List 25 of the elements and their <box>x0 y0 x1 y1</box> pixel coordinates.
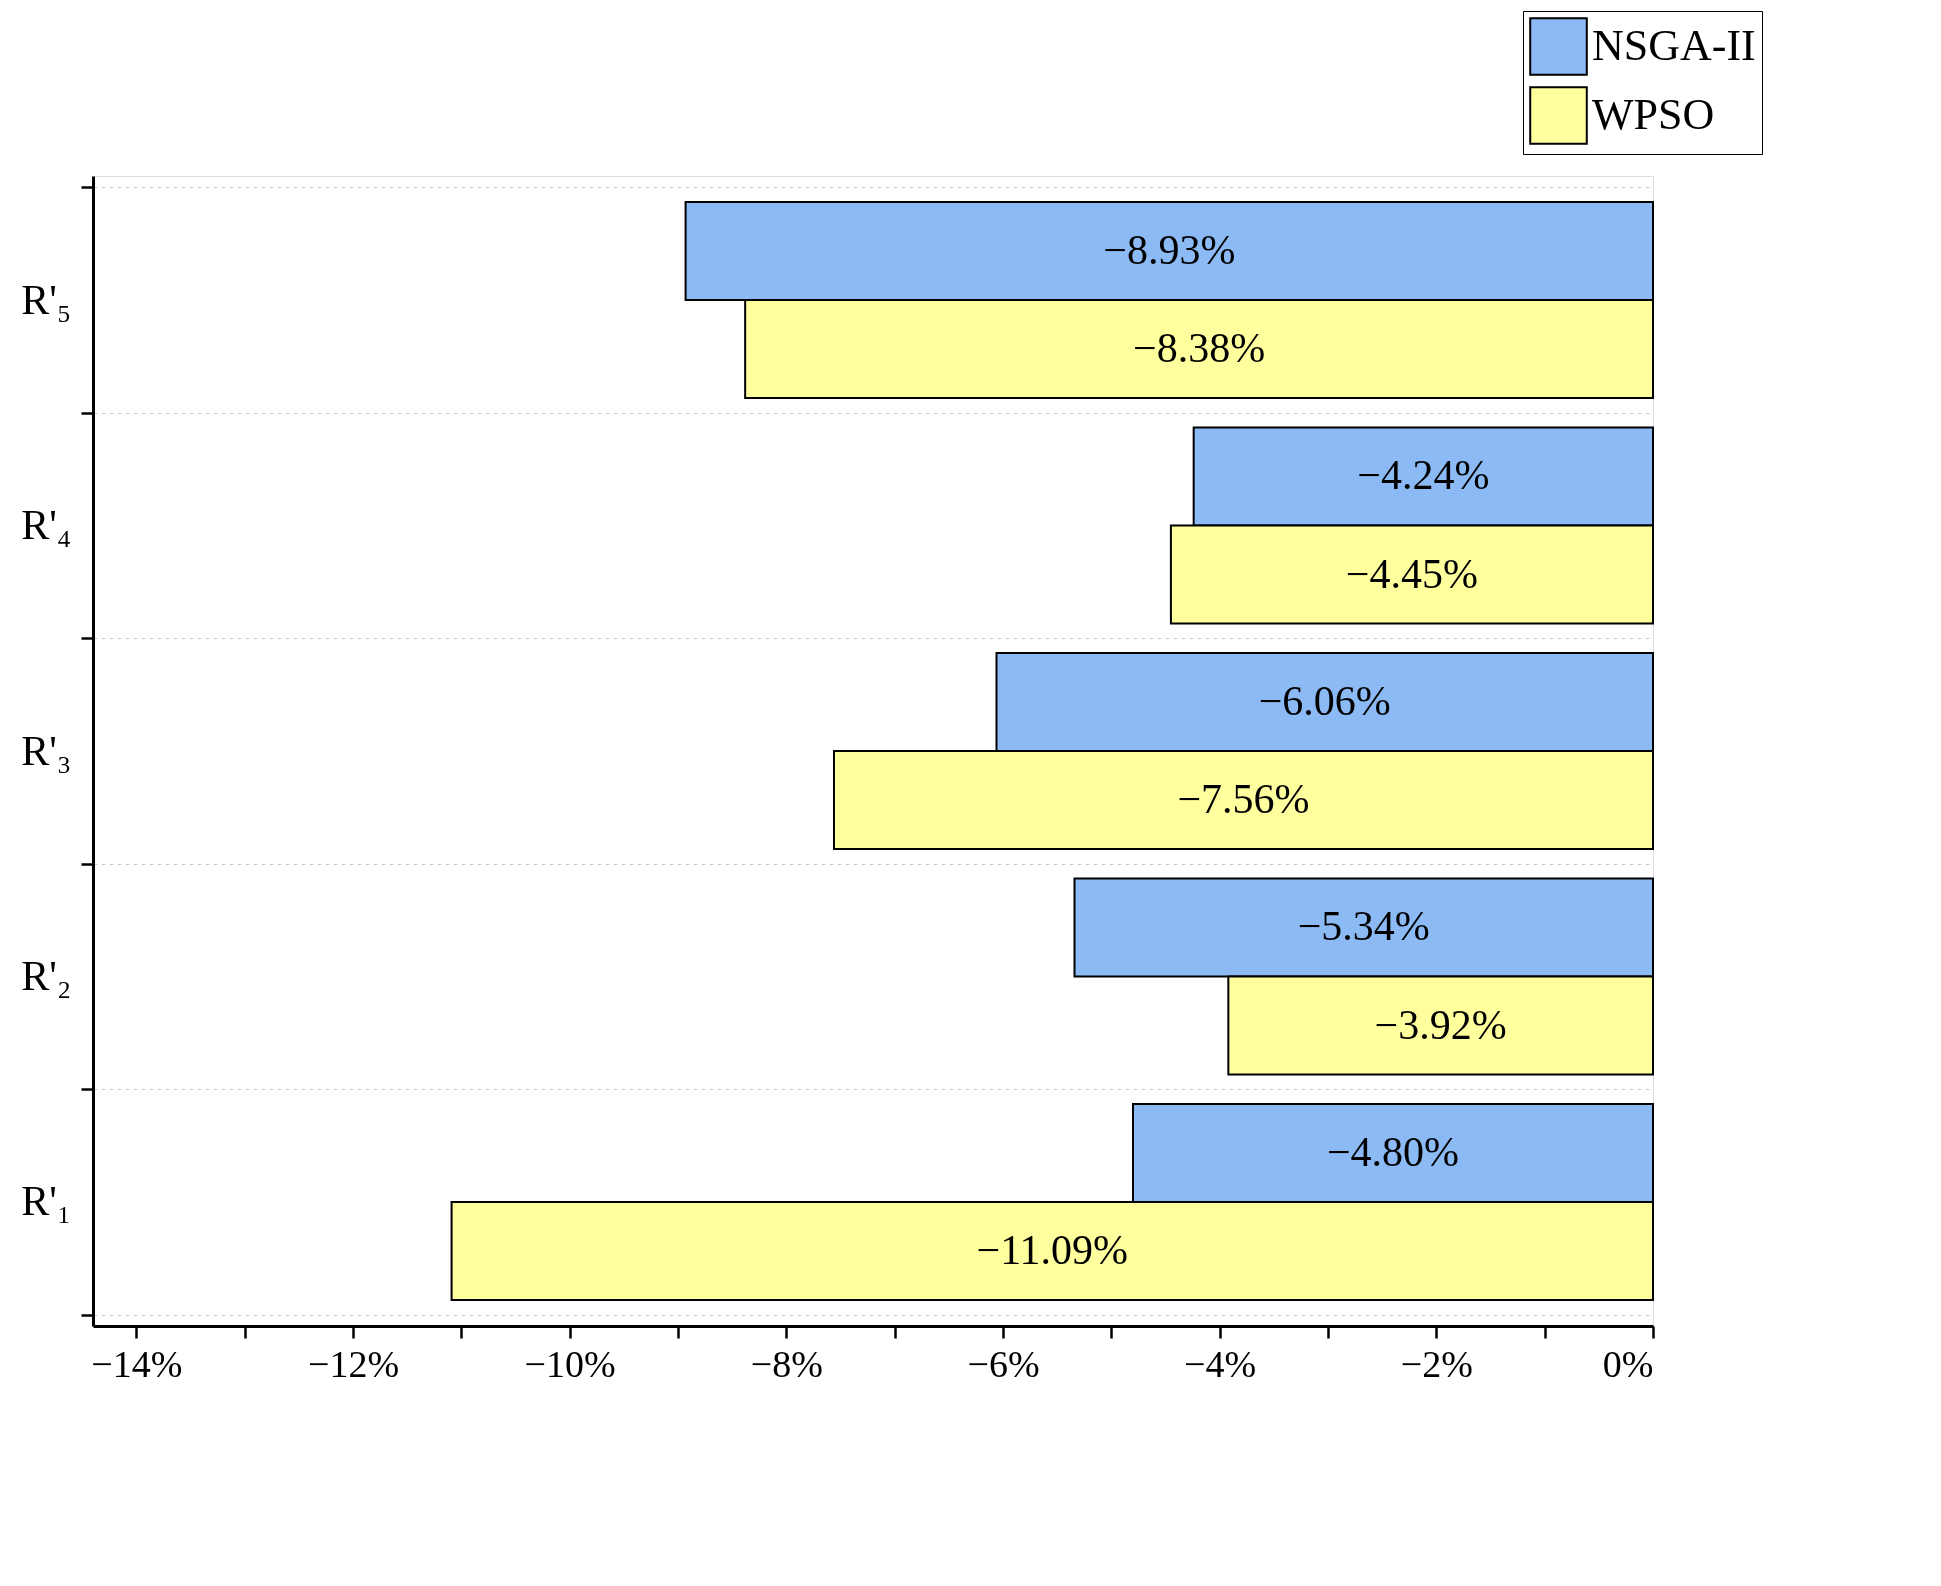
x-tick-label: −4% <box>1184 1342 1257 1385</box>
data-label: −4.80% <box>1326 1128 1460 1175</box>
x-tick-label: −14% <box>91 1342 183 1385</box>
y-tick-label: R'₁ <box>21 1178 72 1225</box>
data-label: −6.06% <box>1258 677 1391 724</box>
data-label: −4.45% <box>1345 550 1479 597</box>
data-label: −3.92% <box>1374 1001 1507 1048</box>
data-label: −7.56% <box>1177 776 1310 823</box>
x-tick-label: −6% <box>967 1342 1040 1385</box>
x-tick-label: −10% <box>524 1342 616 1385</box>
x-tick-label: −8% <box>750 1342 823 1385</box>
x-tick-label: −2% <box>1400 1342 1473 1385</box>
data-label: −4.24% <box>1357 452 1490 499</box>
data-label: −8.38% <box>1132 325 1266 372</box>
data-label: −11.09% <box>976 1227 1129 1273</box>
y-tick-label: R'₃ <box>21 727 72 774</box>
x-tick-label: −12% <box>307 1342 400 1385</box>
data-label: −8.93% <box>1103 227 1236 273</box>
y-tick-label: R'₄ <box>21 502 72 549</box>
legend-label: WPSO <box>1592 89 1715 139</box>
x-tick-label: 0% <box>1602 1342 1654 1385</box>
y-tick-label: R'₅ <box>21 276 72 323</box>
y-tick-label: R'₂ <box>21 952 72 999</box>
legend-label: NSGA-II <box>1592 20 1756 70</box>
data-label: −5.34% <box>1297 903 1430 950</box>
